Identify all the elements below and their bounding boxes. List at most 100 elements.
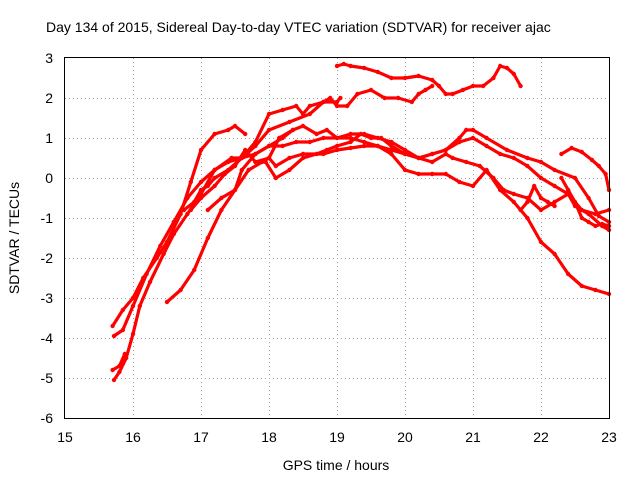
data-point <box>314 131 319 137</box>
data-point <box>273 175 278 181</box>
data-point <box>280 143 285 149</box>
data-point <box>334 135 340 141</box>
data-point <box>470 83 476 89</box>
data-point <box>484 135 489 141</box>
data-point <box>205 207 210 213</box>
data-point <box>443 147 448 153</box>
series-track-13 <box>559 175 612 229</box>
y-tick-label: 2 <box>45 90 53 106</box>
data-point <box>375 143 380 149</box>
data-point <box>538 239 544 245</box>
data-point <box>596 163 601 169</box>
data-point <box>110 323 115 329</box>
data-point <box>504 147 510 153</box>
data-point <box>348 63 353 69</box>
data-point <box>368 135 374 141</box>
data-point <box>219 195 224 201</box>
data-point <box>171 231 176 237</box>
data-point <box>130 331 136 337</box>
chart-title: Day 134 of 2015, Sidereal Day-to-day VTE… <box>46 19 551 35</box>
data-point <box>450 91 455 97</box>
data-point <box>212 183 217 189</box>
series-track-7 <box>334 61 523 97</box>
data-point <box>491 175 496 181</box>
data-point <box>287 119 292 125</box>
data-point <box>192 267 197 273</box>
data-point <box>477 163 482 169</box>
x-tick-label: 19 <box>329 429 345 445</box>
data-point <box>498 151 503 157</box>
data-point <box>334 103 340 109</box>
series-line <box>335 62 523 96</box>
data-point <box>402 167 408 173</box>
data-point <box>122 351 128 357</box>
data-point <box>545 199 550 205</box>
data-point <box>181 207 187 213</box>
data-point <box>341 61 346 67</box>
data-point <box>593 287 598 293</box>
data-point <box>402 147 408 153</box>
grid <box>65 58 609 418</box>
y-tick-label: -3 <box>41 290 54 306</box>
data-point <box>552 199 557 205</box>
y-tick-label: -4 <box>41 330 54 346</box>
y-tick-label: -6 <box>41 410 54 426</box>
data-point <box>345 103 350 109</box>
data-point <box>538 159 544 165</box>
data-point <box>232 163 238 169</box>
data-point <box>603 171 608 177</box>
data-point <box>470 183 476 189</box>
data-point <box>321 135 326 141</box>
data-point <box>348 131 353 137</box>
x-tick-label: 20 <box>397 429 413 445</box>
data-point <box>164 299 170 305</box>
x-tick-label: 17 <box>193 429 209 445</box>
data-point <box>266 127 272 133</box>
data-point <box>263 159 268 165</box>
x-tick-label: 15 <box>57 429 73 445</box>
data-point <box>239 167 244 173</box>
data-point <box>504 65 510 71</box>
data-point <box>158 243 163 249</box>
series-track-6 <box>181 83 435 213</box>
data-point <box>290 127 295 133</box>
data-point <box>416 73 421 79</box>
series-group <box>110 61 612 383</box>
data-point <box>229 155 234 161</box>
data-point <box>253 159 258 165</box>
data-point <box>481 83 486 89</box>
data-point <box>300 151 306 157</box>
data-point <box>450 155 455 161</box>
data-point <box>579 215 584 221</box>
data-point <box>137 303 142 309</box>
data-point <box>436 83 442 89</box>
data-point <box>538 195 544 201</box>
data-point <box>552 183 557 189</box>
data-point <box>382 95 387 101</box>
data-point <box>423 87 428 93</box>
data-point <box>430 77 435 83</box>
data-point <box>111 333 117 339</box>
data-point <box>559 151 564 157</box>
data-point <box>161 251 166 257</box>
data-point <box>579 207 584 213</box>
y-tick-label: 3 <box>45 50 53 66</box>
data-point <box>328 95 333 101</box>
data-point <box>144 271 149 277</box>
data-point <box>358 131 363 137</box>
y-tick-label: -2 <box>41 250 54 266</box>
data-point <box>491 75 496 81</box>
data-point <box>300 155 306 161</box>
data-point <box>409 99 414 105</box>
series-line <box>112 96 342 382</box>
data-point <box>430 83 435 89</box>
data-point <box>185 211 190 217</box>
y-tick-label: 1 <box>45 130 53 146</box>
data-point <box>389 151 394 157</box>
data-point <box>205 235 210 241</box>
data-point <box>307 139 312 145</box>
data-point <box>511 71 516 77</box>
data-point <box>464 127 469 133</box>
data-point <box>457 135 462 141</box>
data-point <box>402 75 408 81</box>
